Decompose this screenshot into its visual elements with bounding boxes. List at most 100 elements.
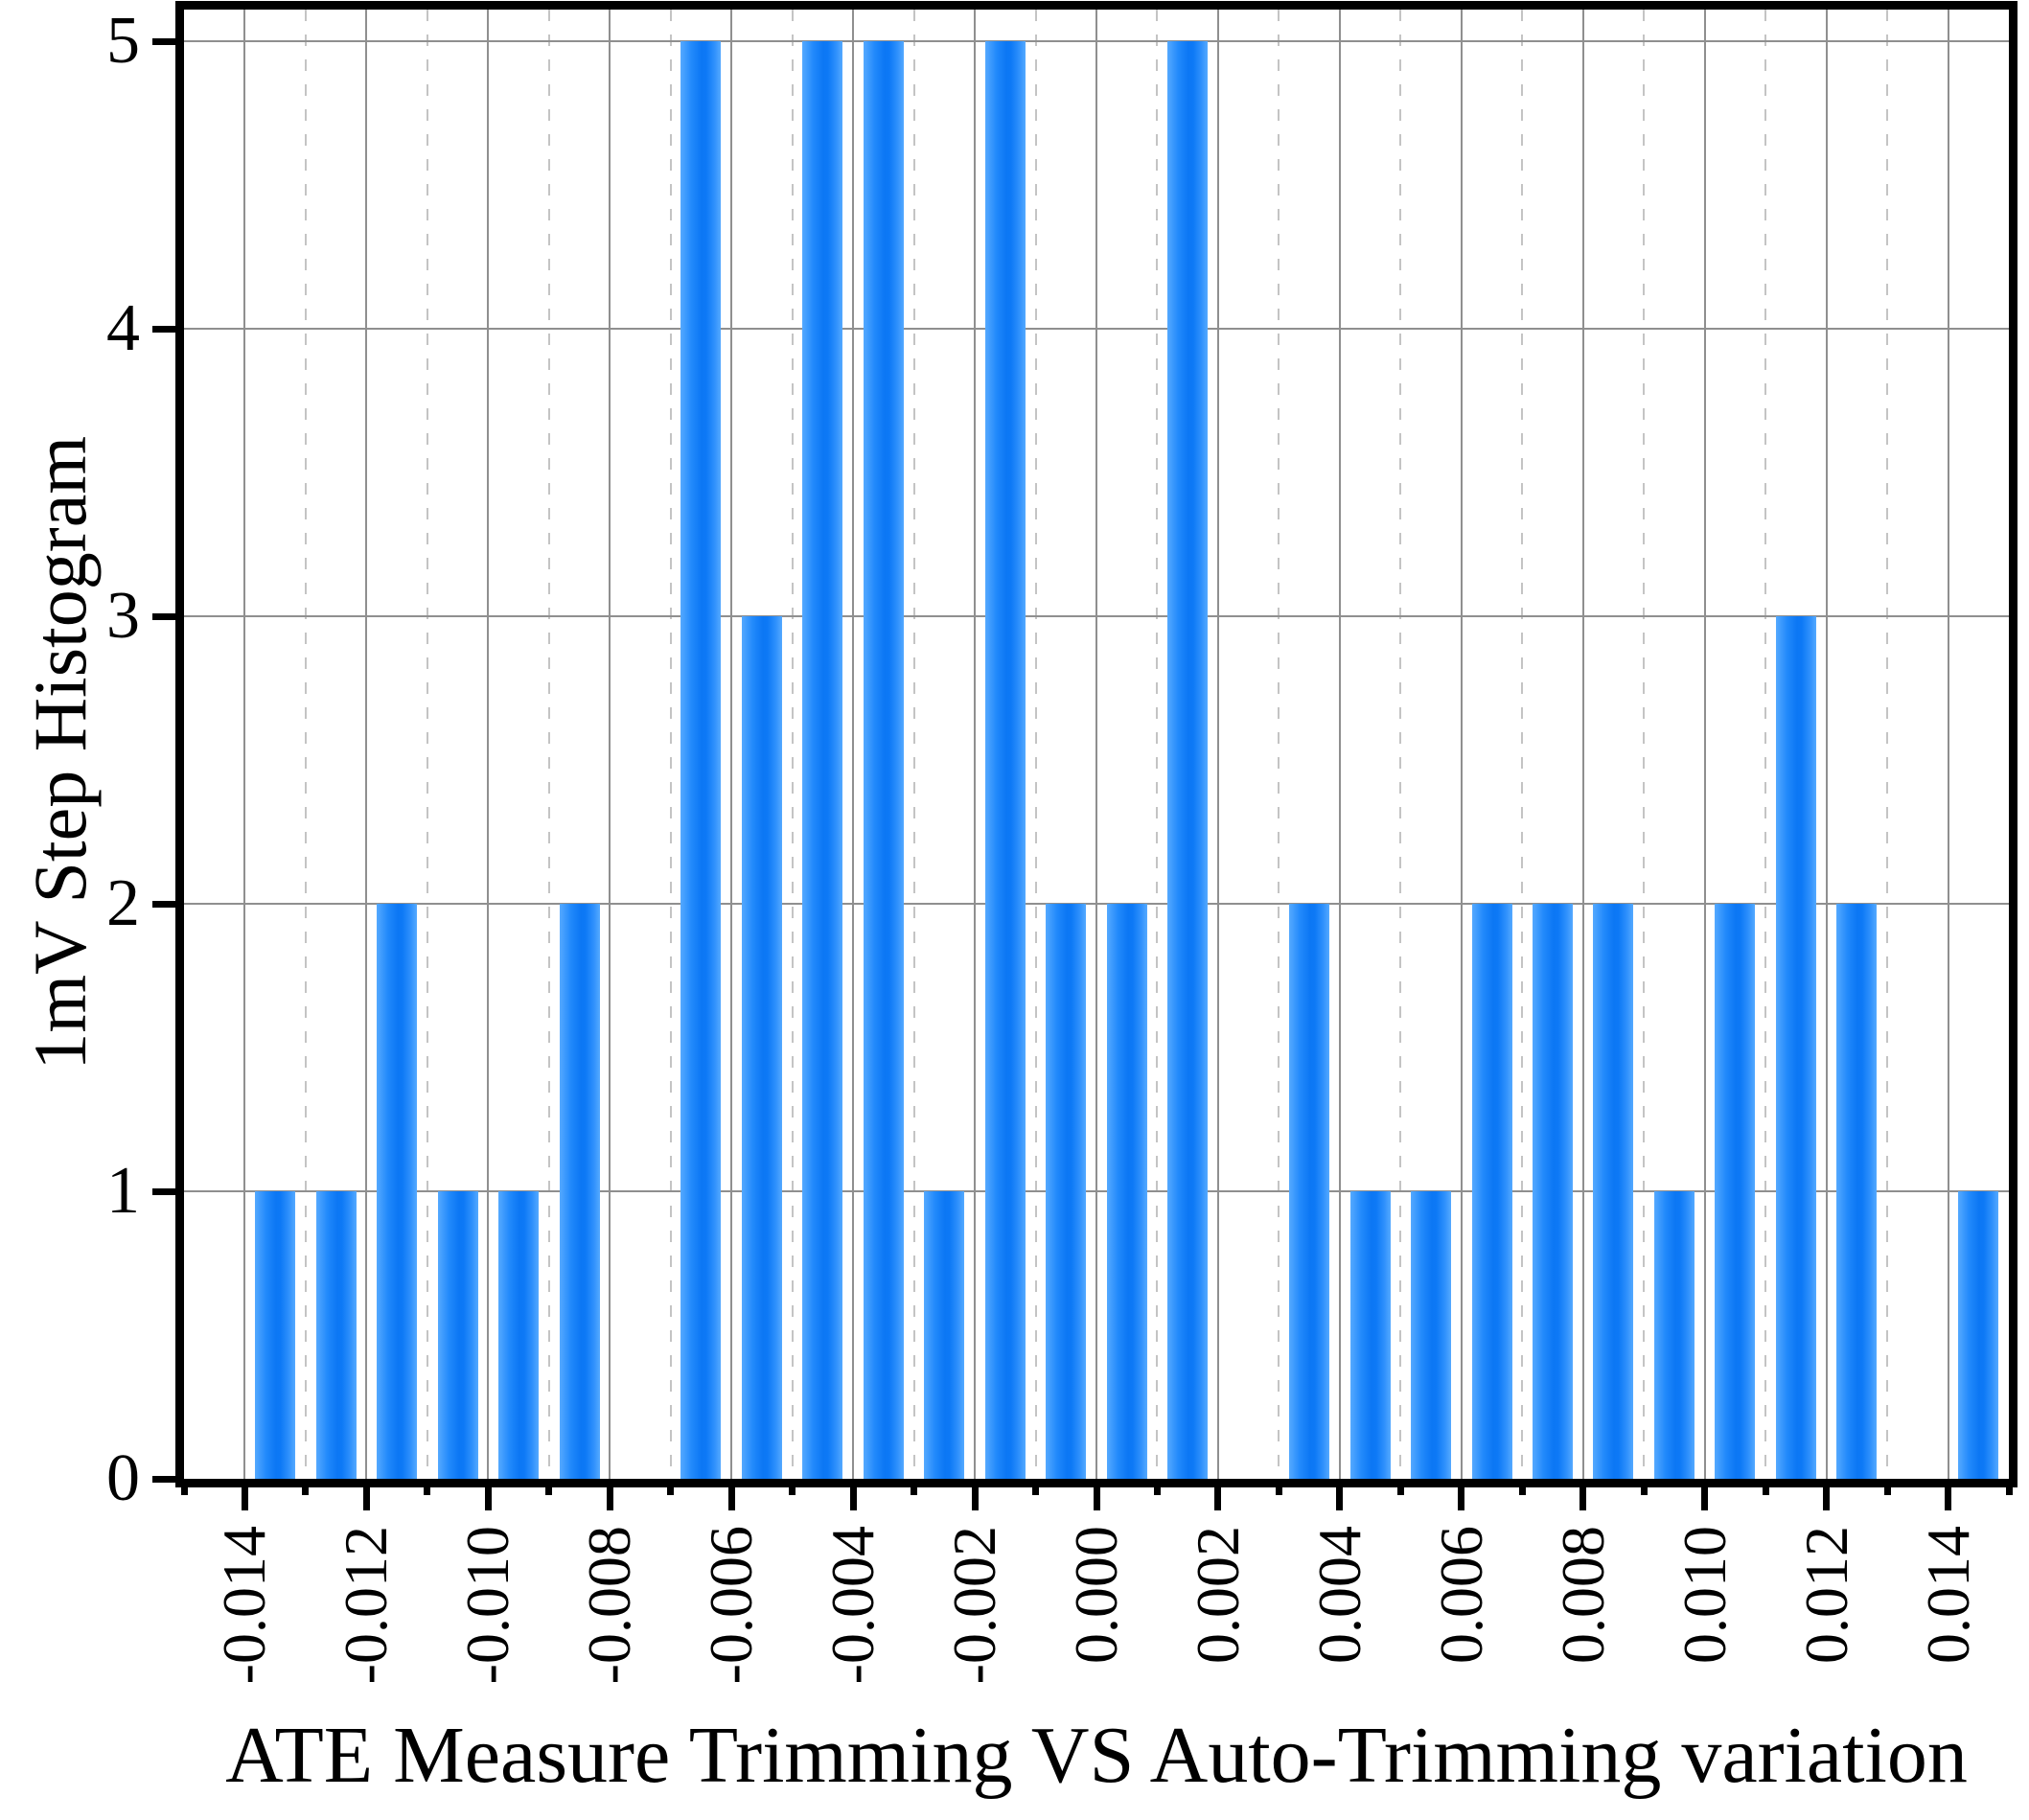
x-tick-major: [1214, 1479, 1222, 1510]
histogram-bar: [1958, 1191, 1999, 1479]
vertical-gridline-major: [852, 10, 855, 1479]
histogram-bar: [741, 616, 782, 1479]
x-tick-major: [1579, 1479, 1587, 1510]
x-tick-label: 0.002: [1183, 1526, 1252, 1664]
y-tick-label: 0: [106, 1441, 140, 1515]
vertical-gridline-major: [1216, 10, 1219, 1479]
x-tick-label: 0.004: [1304, 1526, 1373, 1664]
x-tick-label: -0.010: [453, 1526, 522, 1685]
vertical-gridline-minor: [1399, 10, 1402, 1479]
horizontal-gridline: [184, 328, 2009, 330]
x-tick-major: [1945, 1479, 1952, 1510]
vertical-gridline-minor: [426, 10, 428, 1479]
x-tick-minor: [1153, 1479, 1161, 1495]
y-tick: [152, 900, 184, 908]
vertical-gridline-major: [487, 10, 490, 1479]
x-tick-minor: [545, 1479, 553, 1495]
vertical-gridline-minor: [1886, 10, 1889, 1479]
histogram-bar: [1653, 1191, 1695, 1479]
vertical-gridline-major: [974, 10, 977, 1479]
x-tick-major: [1823, 1479, 1831, 1510]
histogram-bar: [1593, 904, 1634, 1479]
x-tick-label: -0.002: [940, 1526, 1009, 1685]
y-tick-label: 4: [106, 291, 140, 365]
vertical-gridline-minor: [1521, 10, 1524, 1479]
x-tick-minor: [424, 1479, 431, 1495]
horizontal-gridline: [184, 903, 2009, 905]
x-tick-label: 0.014: [1913, 1526, 1982, 1664]
x-tick-minor: [1032, 1479, 1040, 1495]
histogram-bar: [255, 1191, 296, 1479]
histogram-bar: [315, 1191, 357, 1479]
x-tick-major: [1701, 1479, 1709, 1510]
y-tick-label: 1: [106, 1154, 140, 1228]
vertical-gridline-minor: [1764, 10, 1767, 1479]
x-tick-label: 0.008: [1548, 1526, 1617, 1664]
x-tick-minor: [1275, 1479, 1282, 1495]
x-tick-major: [241, 1479, 248, 1510]
histogram-bar: [437, 1191, 478, 1479]
x-tick-label: -0.006: [697, 1526, 766, 1685]
x-tick-label: -0.004: [819, 1526, 888, 1685]
y-tick: [152, 612, 184, 620]
histogram-bar: [1533, 904, 1573, 1479]
x-tick-major: [727, 1479, 735, 1510]
histogram-bar: [1289, 904, 1330, 1479]
horizontal-gridline: [184, 1190, 2009, 1192]
x-tick-minor: [180, 1479, 188, 1495]
x-tick-major: [1093, 1479, 1100, 1510]
vertical-gridline-minor: [1156, 10, 1159, 1479]
histogram-bar: [1349, 1191, 1391, 1479]
histogram-bar: [1836, 904, 1878, 1479]
histogram-bar: [1411, 1191, 1452, 1479]
histogram-bar: [984, 41, 1026, 1479]
horizontal-gridline: [184, 615, 2009, 617]
x-tick-label: 0.000: [1062, 1526, 1130, 1664]
y-tick: [152, 325, 184, 333]
vertical-gridline-major: [1460, 10, 1463, 1479]
vertical-gridline-major: [609, 10, 611, 1479]
vertical-gridline-minor: [1034, 10, 1037, 1479]
vertical-gridline-major: [1947, 10, 1949, 1479]
x-tick-major: [1458, 1479, 1465, 1510]
histogram-bar: [1715, 904, 1756, 1479]
x-tick-minor: [911, 1479, 918, 1495]
y-tick: [152, 1475, 184, 1483]
vertical-gridline-major: [243, 10, 246, 1479]
vertical-gridline-major: [1338, 10, 1341, 1479]
x-tick-major: [362, 1479, 370, 1510]
x-tick-minor: [1396, 1479, 1404, 1495]
vertical-gridline-minor: [304, 10, 307, 1479]
x-tick-major: [1336, 1479, 1344, 1510]
histogram-bar: [924, 1191, 965, 1479]
vertical-gridline-major: [1703, 10, 1706, 1479]
y-axis-title: 1mV Step Histogram: [18, 436, 102, 1071]
histogram-bar: [498, 1191, 540, 1479]
histogram-bar: [1046, 904, 1087, 1479]
histogram-bar: [1471, 904, 1512, 1479]
x-tick-label: -0.012: [332, 1526, 401, 1685]
vertical-gridline-major: [730, 10, 733, 1479]
histogram-bar: [559, 904, 600, 1479]
x-tick-major: [971, 1479, 979, 1510]
x-tick-minor: [789, 1479, 796, 1495]
x-tick-minor: [2005, 1479, 2013, 1495]
vertical-gridline-major: [1581, 10, 1584, 1479]
vertical-gridline-minor: [1643, 10, 1646, 1479]
x-tick-minor: [667, 1479, 675, 1495]
y-tick-label: 3: [106, 579, 140, 653]
x-tick-major: [849, 1479, 857, 1510]
y-tick: [152, 37, 184, 45]
vertical-gridline-minor: [791, 10, 794, 1479]
vertical-gridline-minor: [547, 10, 550, 1479]
histogram-bar: [1167, 41, 1209, 1479]
x-tick-minor: [302, 1479, 310, 1495]
horizontal-gridline: [184, 40, 2009, 42]
y-tick: [152, 1187, 184, 1195]
x-tick-minor: [1762, 1479, 1769, 1495]
x-tick-minor: [1518, 1479, 1526, 1495]
x-tick-major: [484, 1479, 492, 1510]
x-tick-label: -0.014: [210, 1526, 279, 1685]
histogram-bar: [680, 41, 722, 1479]
